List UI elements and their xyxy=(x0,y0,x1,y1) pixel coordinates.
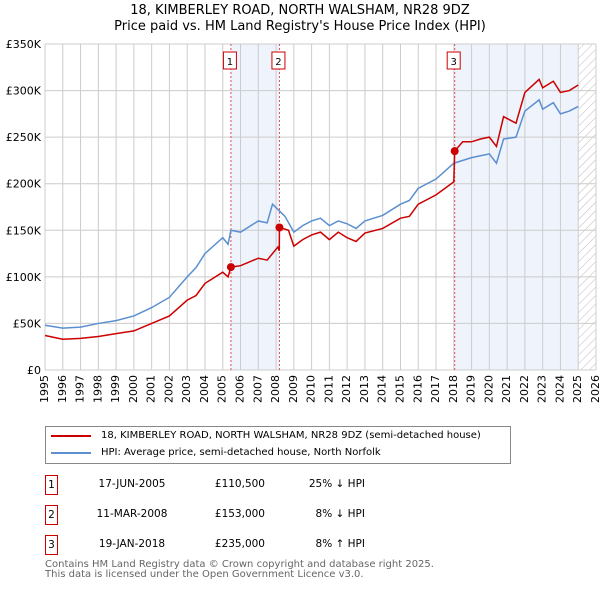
sale-point xyxy=(450,147,459,156)
x-tick-label: 2007 xyxy=(251,375,264,403)
x-tick-label: 2000 xyxy=(127,375,140,403)
sale-row: 2 11-MAR-2008 £153,000 8% ↓ HPI xyxy=(45,505,445,525)
y-tick-label: £300K xyxy=(6,85,42,98)
x-tick-label: 2002 xyxy=(162,375,175,403)
x-tick-label: 2024 xyxy=(553,375,566,403)
y-tick-label: £200K xyxy=(6,178,42,191)
x-tick-label: 2026 xyxy=(589,375,600,403)
sale-marker: 2 xyxy=(45,505,58,525)
x-tick-label: 2012 xyxy=(340,375,353,403)
footer-line-1: Contains HM Land Registry data © Crown c… xyxy=(45,559,434,570)
y-tick-label: £250K xyxy=(6,131,42,144)
sale-hpi-diff: 8% ↑ HPI xyxy=(315,538,365,550)
x-tick-label: 1998 xyxy=(91,375,104,403)
x-tick-label: 2010 xyxy=(305,375,318,403)
sale-row: 1 17-JUN-2005 £110,500 25% ↓ HPI xyxy=(45,475,445,495)
sale-marker: 3 xyxy=(45,535,58,555)
x-tick-label: 2006 xyxy=(234,375,247,403)
x-tick-label: 2018 xyxy=(447,375,460,403)
legend-label-property: 18, KIMBERLEY ROAD, NORTH WALSHAM, NR28 … xyxy=(101,430,481,441)
sale-date: 11-MAR-2008 xyxy=(96,508,168,520)
x-tick-label: 1999 xyxy=(109,375,122,403)
chart-subtitle: Price paid vs. HM Land Registry's House … xyxy=(114,19,486,34)
x-tick-label: 1996 xyxy=(56,375,69,403)
legend-blue-line xyxy=(51,451,91,454)
sale-price: £235,000 xyxy=(214,538,265,550)
chart-title: 18, KIMBERLEY ROAD, NORTH WALSHAM, NR28 … xyxy=(130,3,470,18)
y-tick-label: £150K xyxy=(6,224,42,237)
footer-line-2: This data is licensed under the Open Gov… xyxy=(45,569,364,580)
footer: Contains HM Land Registry data © Crown c… xyxy=(45,560,434,580)
sale-label: 1 xyxy=(227,57,233,68)
x-tick-label: 2016 xyxy=(411,375,424,403)
legend-red-line xyxy=(51,434,91,437)
legend-label-hpi: HPI: Average price, semi-detached house,… xyxy=(101,447,381,458)
x-tick-label: 2004 xyxy=(198,375,211,403)
x-tick-label: 1997 xyxy=(74,375,87,403)
sale-label-box xyxy=(222,51,237,70)
x-tick-label: 2009 xyxy=(287,375,300,403)
sale-row: 3 19-JAN-2018 £235,000 8% ↑ HPI xyxy=(45,535,445,555)
x-tick-label: 1995 xyxy=(38,375,51,403)
x-tick-label: 2017 xyxy=(429,375,442,403)
sale-hpi-diff: 25% ↓ HPI xyxy=(308,478,365,490)
series-line xyxy=(44,98,579,329)
sale-hpi-diff: 8% ↓ HPI xyxy=(315,508,365,520)
sale-date: 19-JAN-2018 xyxy=(98,538,166,550)
x-tick-label: 2021 xyxy=(500,375,513,403)
forecast-hatch xyxy=(578,44,596,370)
series-line xyxy=(44,78,579,341)
y-tick-label: £350K xyxy=(6,38,42,51)
sale-label: 2 xyxy=(275,57,281,68)
x-tick-label: 2008 xyxy=(269,375,282,403)
y-tick-label: £0 xyxy=(27,364,41,377)
sale-point xyxy=(226,263,235,272)
x-tick-label: 2001 xyxy=(145,375,158,403)
sale-date: 17-JUN-2005 xyxy=(98,478,166,490)
x-tick-label: 2023 xyxy=(536,375,549,403)
sale-price: £153,000 xyxy=(214,508,265,520)
sale-label-box xyxy=(271,51,286,70)
x-tick-label: 2005 xyxy=(216,375,229,403)
legend: 18, KIMBERLEY ROAD, NORTH WALSHAM, NR28 … xyxy=(45,426,511,464)
x-tick-label: 2019 xyxy=(465,375,478,403)
sale-label-box xyxy=(446,51,461,70)
x-tick-label: 2003 xyxy=(180,375,193,403)
x-tick-label: 2015 xyxy=(393,375,406,403)
sale-price: £110,500 xyxy=(214,478,265,490)
sale-point xyxy=(275,223,284,232)
x-tick-label: 2020 xyxy=(482,375,495,403)
shaded-range xyxy=(454,44,579,370)
x-tick-label: 2025 xyxy=(571,375,584,403)
x-tick-label: 2013 xyxy=(358,375,371,403)
y-tick-label: £50K xyxy=(13,317,42,330)
sale-label: 3 xyxy=(451,57,457,68)
x-tick-label: 2011 xyxy=(322,375,335,403)
x-tick-label: 2022 xyxy=(518,375,531,403)
sale-marker: 1 xyxy=(45,475,58,495)
x-tick-label: 2014 xyxy=(376,375,389,403)
y-tick-label: £100K xyxy=(6,271,42,284)
price-chart: 1995 1996 1997 1998 1999 2000 2001 2002 2003 2004… xyxy=(6,38,600,403)
